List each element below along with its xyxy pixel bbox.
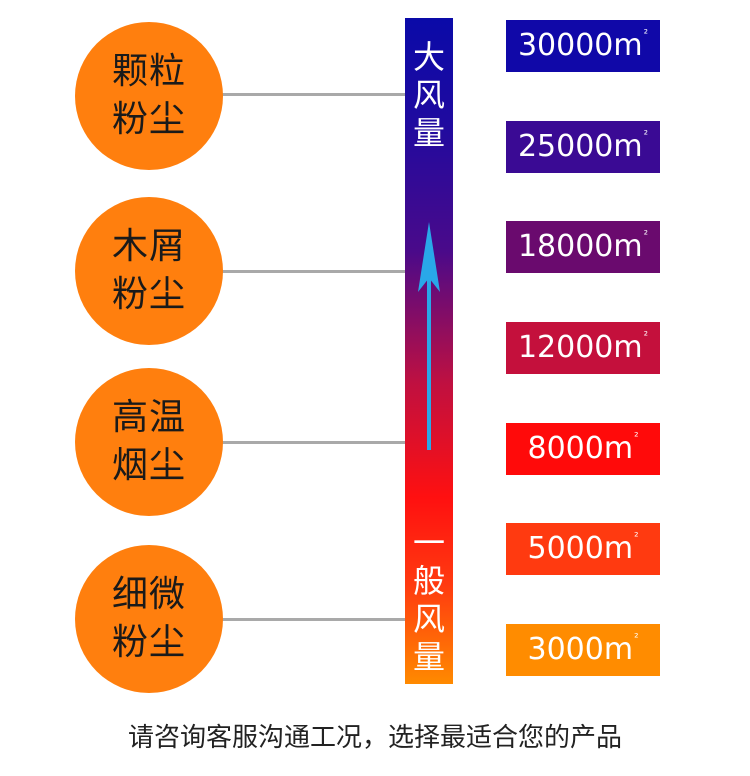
bar-label-char: 量 — [412, 114, 445, 152]
volume-box-5: 8000m² — [506, 423, 660, 475]
bar-label-char: 量 — [412, 638, 445, 676]
volume-unit: m — [603, 632, 634, 667]
connector-line-3 — [150, 441, 406, 444]
category-label-line1: 高温 — [111, 397, 186, 438]
category-label-line1: 木屑 — [111, 226, 186, 267]
volume-unit: m — [603, 431, 634, 466]
category-circle-high-temp-smoke: 高温 烟尘 — [75, 368, 223, 516]
volume-unit: m — [613, 28, 643, 63]
bar-label-char: 风 — [412, 76, 445, 114]
connector-line-4 — [150, 618, 406, 621]
volume-unit: m — [613, 229, 643, 264]
volume-value: 8000 — [527, 431, 604, 466]
bar-label-high-airflow: 大 风 量 — [405, 38, 453, 152]
category-label-line2: 粉尘 — [111, 622, 186, 663]
volume-unit-sup: ² — [634, 631, 639, 644]
volume-unit-sup: ² — [643, 27, 649, 40]
bar-label-char: 般 — [412, 562, 445, 600]
volume-box-2: 25000m² — [506, 121, 660, 173]
volume-value: 12000 — [517, 330, 614, 365]
category-circle-fine-dust: 细微 粉尘 — [75, 545, 223, 693]
volume-box-4: 12000m² — [506, 322, 660, 374]
volume-box-3: 18000m² — [506, 221, 660, 273]
volume-unit: m — [613, 330, 643, 365]
connector-line-1 — [150, 93, 406, 96]
volume-box-6: 5000m² — [506, 523, 660, 575]
volume-unit: m — [613, 129, 643, 164]
volume-value: 18000 — [517, 229, 614, 264]
volume-box-1: 30000m² — [506, 20, 660, 72]
volume-unit-sup: ² — [634, 430, 639, 443]
volume-box-7: 3000m² — [506, 624, 660, 676]
volume-value: 30000 — [517, 28, 614, 63]
volume-unit-sup: ² — [643, 228, 649, 241]
volume-unit-sup: ² — [643, 128, 649, 141]
connector-line-2 — [150, 270, 406, 273]
arrow-up-icon — [418, 222, 440, 450]
volume-value: 25000 — [517, 129, 614, 164]
volume-unit-sup: ² — [643, 329, 649, 342]
category-label-line1: 细微 — [111, 574, 186, 615]
volume-value: 5000 — [527, 531, 604, 566]
bar-label-char: 风 — [412, 600, 445, 638]
volume-value: 3000 — [527, 632, 604, 667]
category-label-line2: 粉尘 — [111, 99, 186, 140]
bar-label-char: 一 — [412, 524, 445, 562]
footer-note: 请咨询客服沟通工况，选择最适合您的产品 — [127, 723, 622, 753]
volume-unit: m — [603, 531, 634, 566]
category-circle-granular-dust: 颗粒 粉尘 — [75, 22, 223, 170]
volume-unit-sup: ² — [634, 530, 639, 543]
bar-label-normal-airflow: 一 般 风 量 — [405, 524, 453, 676]
category-label-line1: 颗粒 — [111, 51, 186, 92]
category-label-line2: 烟尘 — [111, 445, 186, 486]
category-label-line2: 粉尘 — [111, 274, 186, 315]
category-circle-sawdust: 木屑 粉尘 — [75, 197, 223, 345]
bar-label-char: 大 — [412, 38, 445, 76]
